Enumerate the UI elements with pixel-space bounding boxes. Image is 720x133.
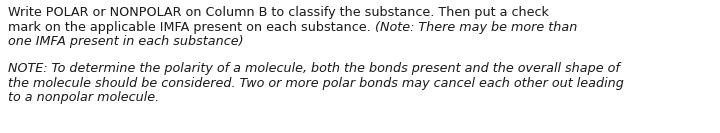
Text: NOTE: To determine the polarity of a molecule, both the bonds present and the ov: NOTE: To determine the polarity of a mol… — [8, 62, 620, 75]
Text: to a nonpolar molecule.: to a nonpolar molecule. — [8, 91, 159, 104]
Text: one IMFA present in each substance): one IMFA present in each substance) — [8, 35, 243, 48]
Text: mark on the applicable IMFA present on each substance.: mark on the applicable IMFA present on e… — [8, 20, 374, 34]
Text: (Note: There may be more than: (Note: There may be more than — [374, 20, 577, 34]
Text: Write POLAR or NONPOLAR on Column B to classify the substance. Then put a check: Write POLAR or NONPOLAR on Column B to c… — [8, 6, 549, 19]
Text: the molecule should be considered. Two or more polar bonds may cancel each other: the molecule should be considered. Two o… — [8, 76, 624, 90]
